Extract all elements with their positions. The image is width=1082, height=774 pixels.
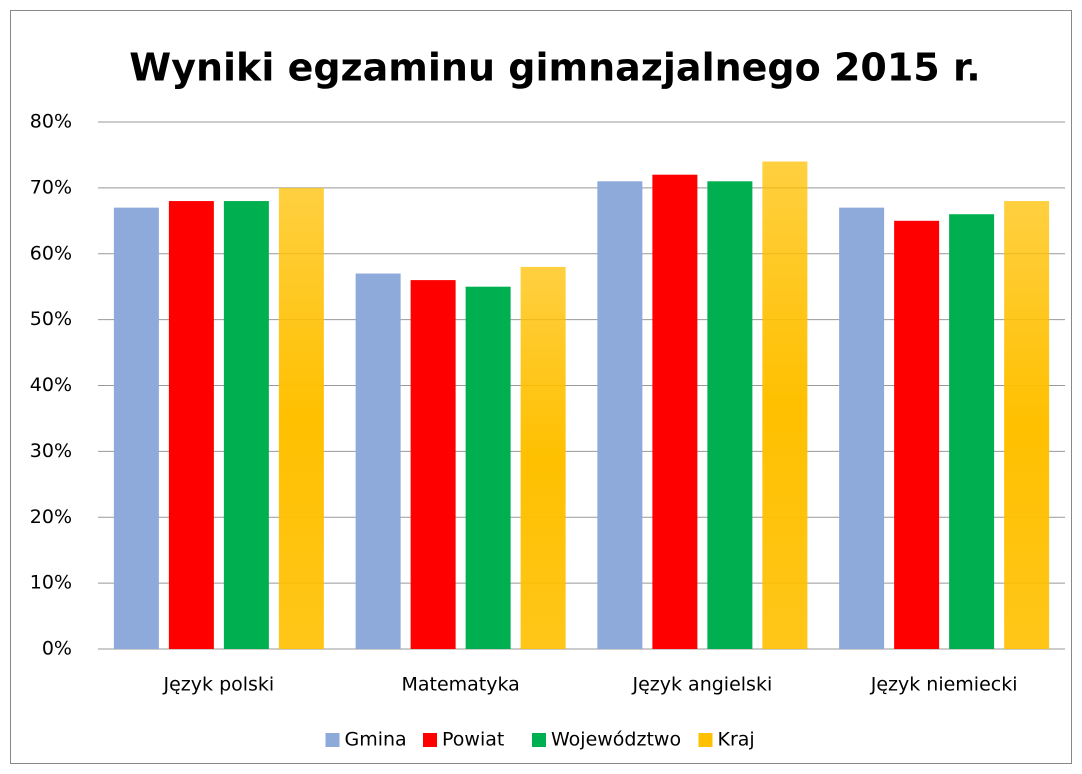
bar: [520, 266, 566, 649]
y-tick-label: 10%: [30, 572, 72, 594]
y-tick-label: 40%: [30, 374, 72, 396]
bar: [223, 201, 269, 650]
legend-swatch: [698, 733, 713, 747]
x-tick-label: Język angielski: [632, 674, 773, 696]
legend-label: Województwo: [551, 729, 681, 751]
bar: [949, 214, 995, 649]
legend-label: Gmina: [345, 729, 407, 751]
bar: [839, 207, 885, 649]
x-tick-label: Matematyka: [401, 674, 519, 696]
y-tick-label: 70%: [30, 176, 72, 198]
legend-label: Powiat: [442, 729, 504, 751]
y-tick-label: 30%: [30, 440, 72, 462]
y-tick-label: 20%: [30, 506, 72, 528]
x-tick-label: Język niemiecki: [870, 674, 1018, 696]
bar: [465, 286, 511, 649]
bar: [1004, 201, 1050, 650]
legend-swatch: [423, 733, 437, 747]
bar: [410, 280, 456, 649]
y-tick-label: 50%: [30, 308, 72, 330]
chart-title: Wyniki egzaminu gimnazjalnego 2015 r.: [129, 46, 980, 90]
legend-label: Kraj: [718, 729, 755, 751]
y-tick-label: 0%: [42, 638, 72, 660]
bar: [168, 201, 214, 650]
legend-swatch: [532, 733, 546, 747]
y-tick-label: 60%: [30, 242, 72, 264]
bar: [355, 273, 401, 649]
bar: [113, 207, 159, 649]
bar: [597, 181, 643, 649]
legend-swatch: [325, 733, 340, 747]
bar: [278, 187, 324, 649]
bar: [707, 181, 753, 649]
y-tick-label: 80%: [30, 111, 72, 133]
bar: [894, 220, 940, 649]
bar: [762, 161, 808, 649]
x-tick-label: Język polski: [163, 674, 275, 696]
bar: [652, 174, 698, 649]
